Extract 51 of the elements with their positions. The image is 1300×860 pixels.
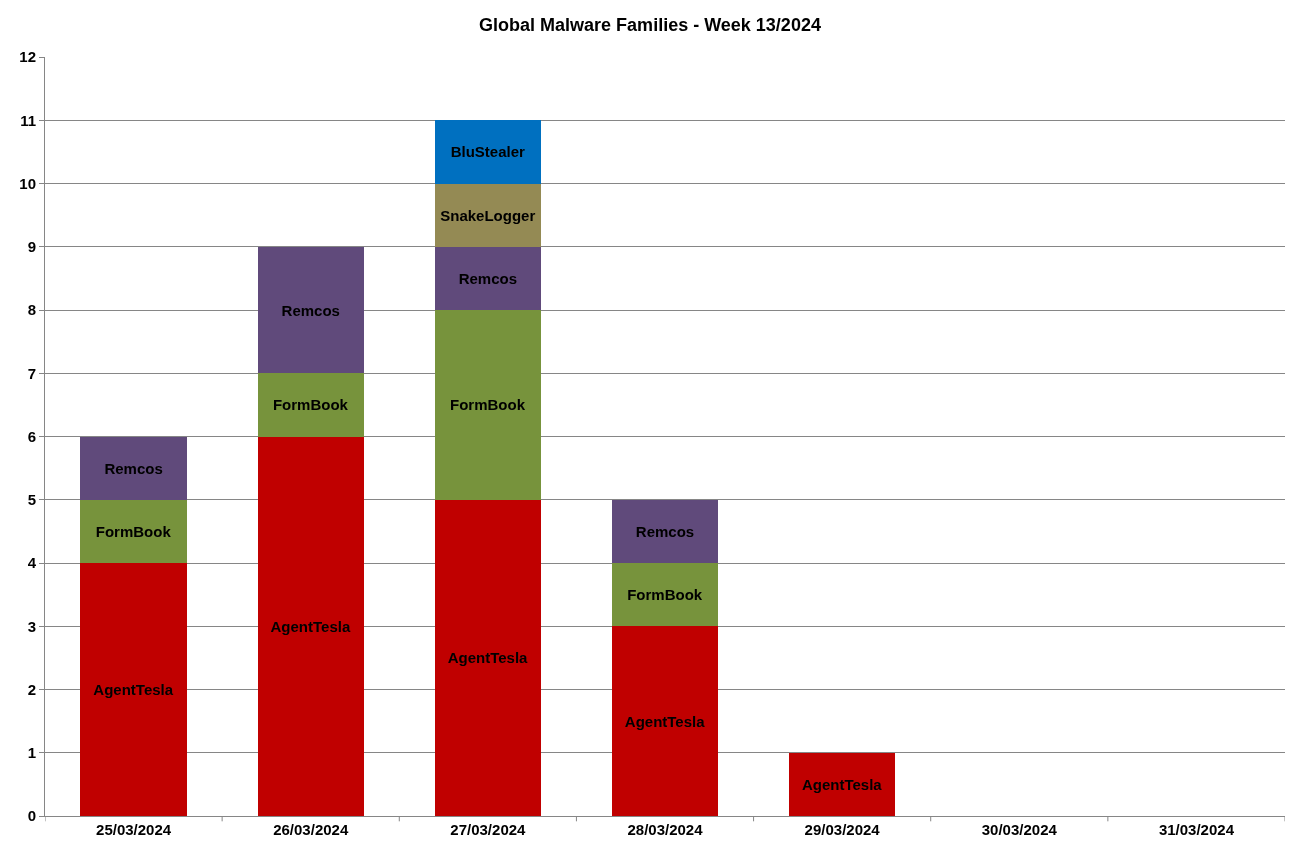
y-tick-label: 8	[27, 301, 36, 319]
y-tick-label: 7	[27, 364, 36, 382]
x-tick-label: 26/03/2024	[273, 821, 349, 838]
bar	[80, 499, 187, 563]
text: Remcos	[458, 269, 518, 287]
y-tick-label: 11	[20, 111, 36, 129]
text: AgentTesla	[447, 649, 528, 667]
series-label: BluStealer	[450, 143, 526, 161]
y-tick-label: 9	[27, 238, 36, 255]
y-tick-label: 4	[27, 554, 37, 572]
bar	[80, 436, 187, 500]
x-tick-label: 29/03/2024	[804, 821, 881, 838]
chart-title: Global Malware Families - Week 13/2024	[479, 15, 821, 36]
x-tick-label: 27/03/2024	[450, 821, 527, 838]
text: FormBook	[450, 396, 526, 414]
text: AgentTesla	[270, 617, 351, 635]
y-tick-label: 2	[27, 680, 36, 698]
x-tick-label: 28/03/2024	[627, 821, 704, 838]
y-tick-label: 1	[27, 744, 36, 761]
y-tick-label: 3	[27, 617, 36, 635]
y-tick-label: 0	[27, 807, 36, 825]
bar	[434, 246, 541, 310]
bar	[80, 563, 187, 816]
series-label: AgentTesla	[624, 712, 706, 730]
text: Remcos	[635, 522, 695, 540]
bar	[434, 183, 541, 247]
bar	[611, 563, 719, 627]
text: Remcos	[281, 301, 340, 319]
series-label: FormBook	[627, 586, 703, 604]
text: FormBook	[95, 522, 171, 540]
bar	[257, 373, 364, 437]
y-tick-label: 10	[19, 174, 36, 192]
text: AgentTesla	[93, 681, 174, 698]
bar	[434, 120, 541, 184]
text: AgentTesla	[801, 775, 882, 793]
bar	[789, 752, 896, 816]
bar	[611, 499, 719, 563]
x-tick-label: 30/03/2024	[981, 821, 1058, 838]
bar	[611, 626, 719, 816]
series-label: Remcos	[104, 459, 163, 477]
x-tick-label: 25/03/2024	[96, 821, 172, 838]
series-label: SnakeLogger	[440, 206, 536, 224]
y-tick-label: 6	[27, 427, 36, 445]
bar	[434, 310, 541, 500]
text: FormBook	[272, 396, 348, 414]
y-tick-label: 5	[27, 491, 36, 508]
bar	[257, 436, 364, 816]
bar	[434, 499, 541, 816]
bar	[257, 246, 364, 374]
x-tick-label: 31/03/2024	[1158, 821, 1235, 838]
y-tick-label: 12	[19, 48, 36, 66]
